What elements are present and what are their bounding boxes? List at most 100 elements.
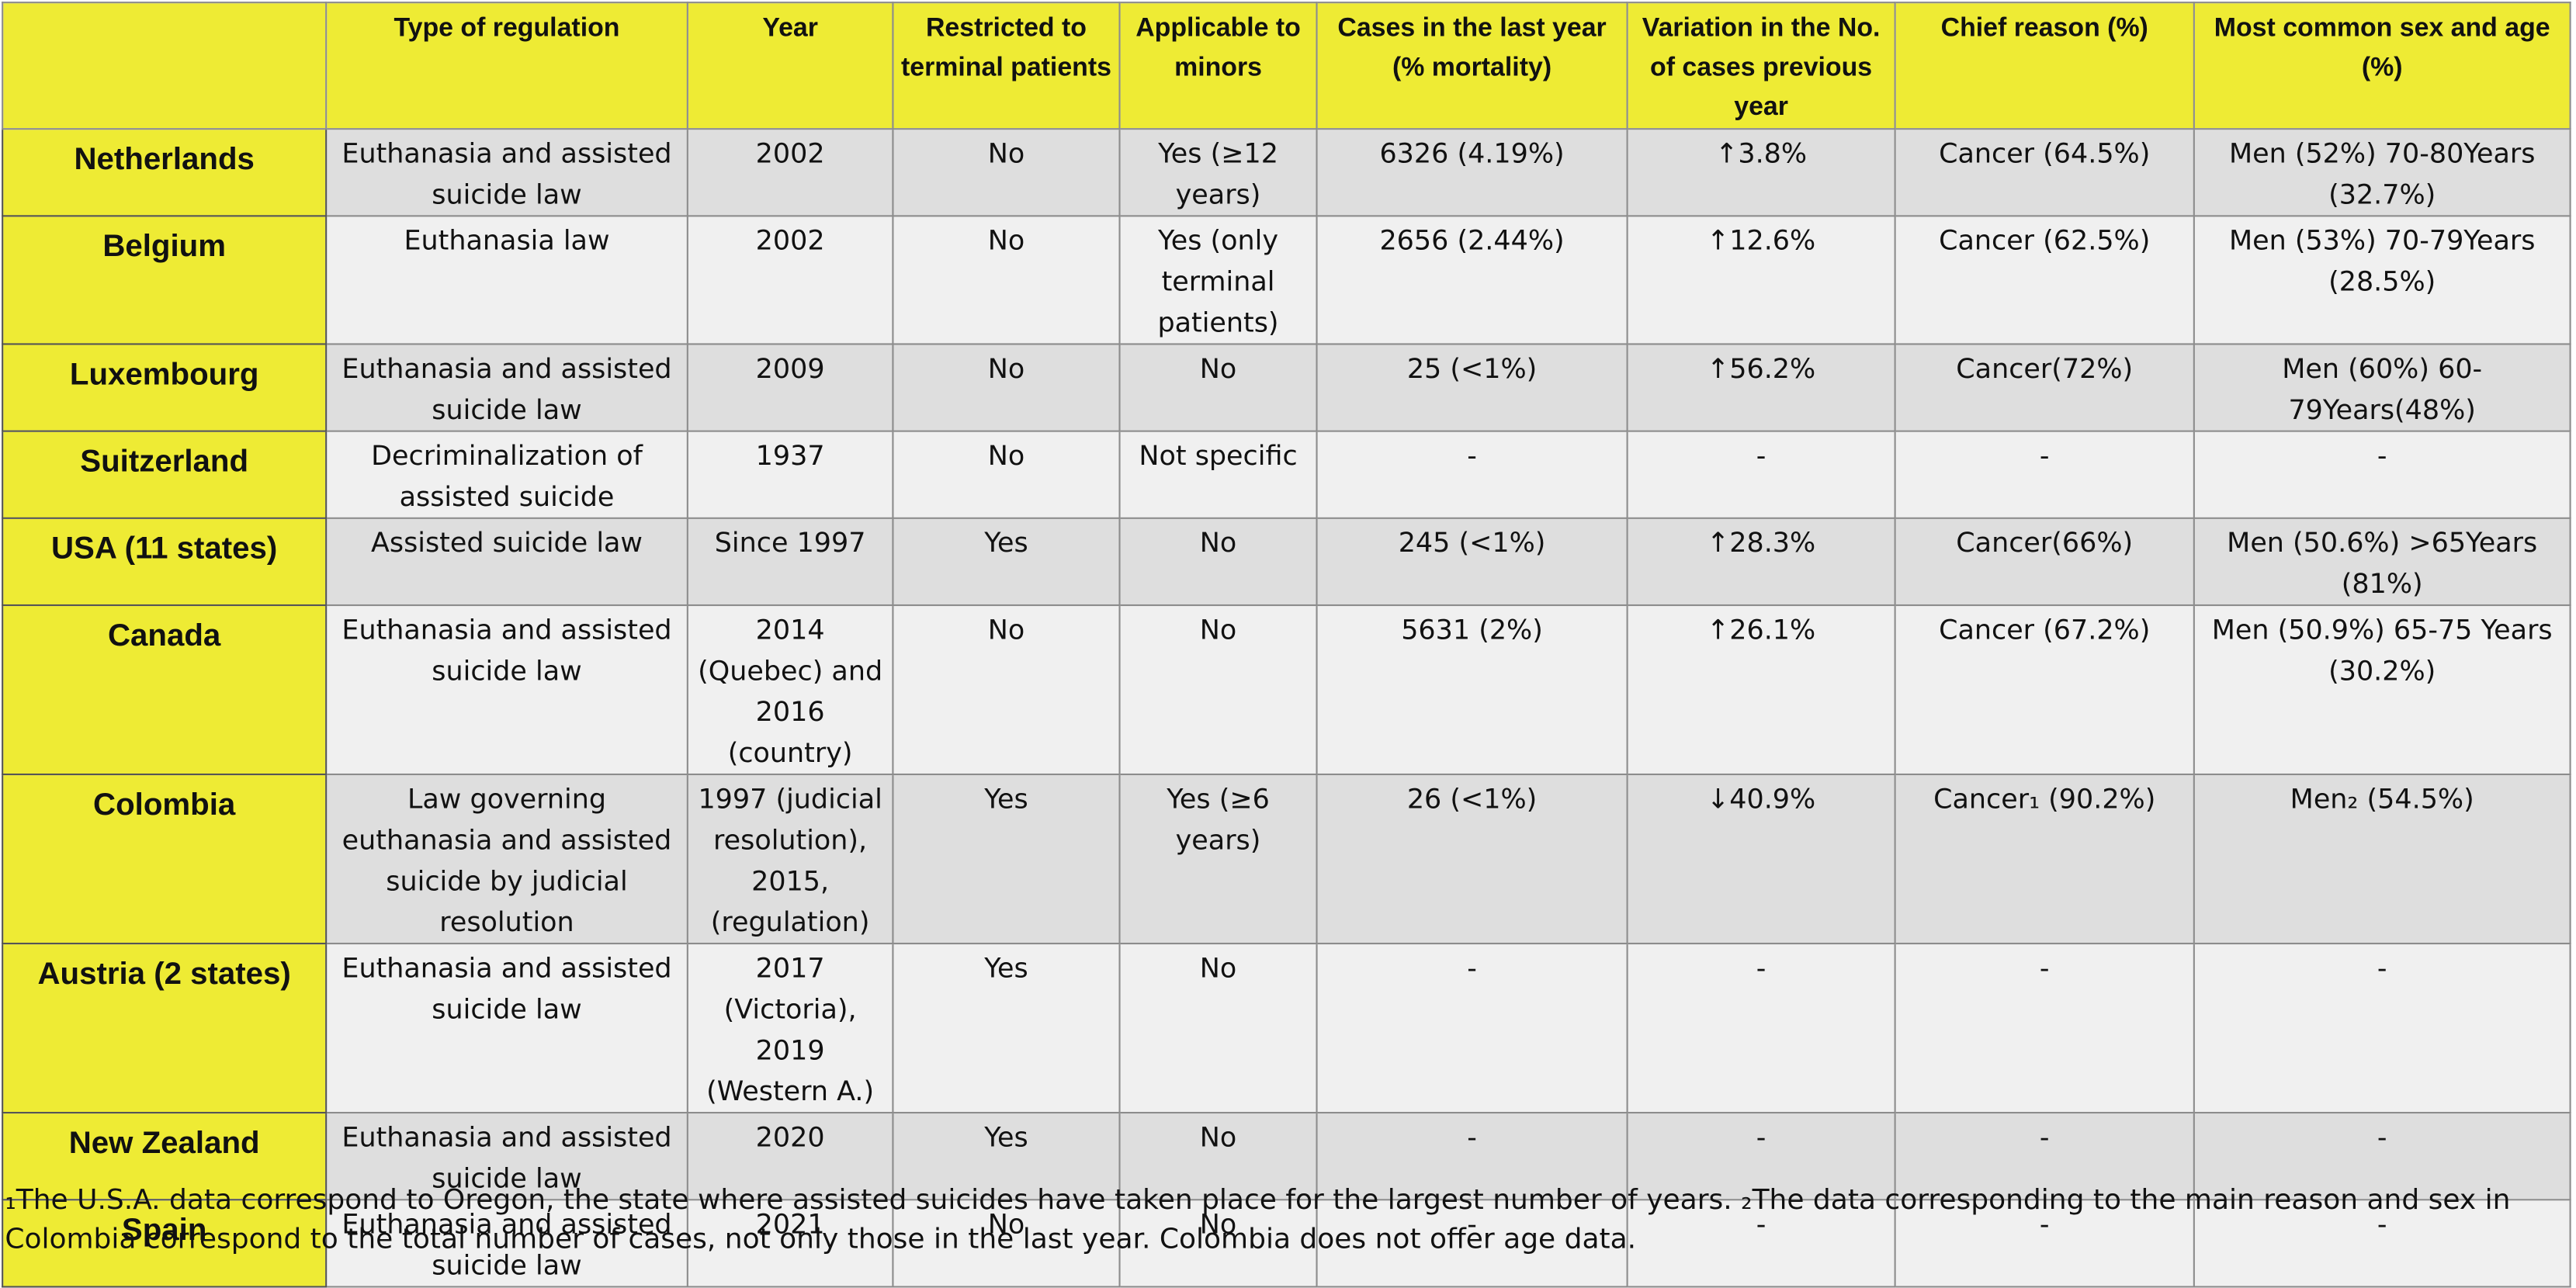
table-cell: -	[1626, 1112, 1896, 1201]
column-header: Most common sex and age (%)	[2193, 2, 2571, 130]
table-cell: Euthanasia and assisted suicide law	[325, 942, 688, 1114]
table-cell: Men (60%) 60-79Years(48%)	[2193, 343, 2571, 432]
table-cell: -	[1316, 942, 1628, 1114]
column-header: Applicable to minors	[1118, 2, 1318, 130]
table-cell: No	[1118, 1112, 1318, 1201]
table-row: New Zealand Euthanasia and assisted suici…	[2, 1112, 2571, 1201]
table-cell: 2009	[686, 343, 894, 432]
table-row: Suitzerland Decriminalization of assisted…	[2, 430, 2571, 519]
column-header: Chief reason (%)	[1894, 2, 2195, 130]
table-row: Austria (2 states) Euthanasia and assiste…	[2, 942, 2571, 1114]
table-cell: Yes (≥12 years)	[1118, 128, 1318, 217]
table-cell: No	[892, 215, 1121, 345]
table-cell: 2002	[686, 215, 894, 345]
table-cell: 6326 (4.19%)	[1316, 128, 1628, 217]
table-cell: No	[1118, 942, 1318, 1114]
country-cell: USA (11 states)	[2, 517, 328, 607]
table-row: Luxembourg Euthanasia and assisted suicid…	[2, 343, 2571, 432]
table-cell: Euthanasia and assisted suicide law	[325, 604, 688, 776]
table-cell: 25 (<1%)	[1316, 343, 1628, 432]
table-cell: -	[1894, 430, 2195, 519]
table-cell: -	[1894, 942, 2195, 1114]
table-cell: 2656 (2.44%)	[1316, 215, 1628, 345]
table-cell: No	[892, 343, 1121, 432]
table-cell: ↑12.6%	[1626, 215, 1896, 345]
footnote: ₂The data corresponding to the main reas…	[5, 1184, 2511, 1257]
country-cell: Netherlands	[2, 128, 328, 217]
table-cell: Men (53%) 70-79Years (28.5%)	[2193, 215, 2571, 345]
table-body: Netherlands Euthanasia and assisted suici…	[2, 128, 2571, 1288]
table-cell: No	[1118, 517, 1318, 607]
country-cell: Colombia	[2, 773, 328, 945]
country-cell: Suitzerland	[2, 430, 328, 519]
table-cell: 245 (<1%)	[1316, 517, 1628, 607]
table-cell: 2017 (Victoria), 2019 (Western A.)	[686, 942, 894, 1114]
table-cell: ↑56.2%	[1626, 343, 1896, 432]
table-cell: 1937	[686, 430, 894, 519]
table-cell: -	[1316, 430, 1628, 519]
table-cell: 2020	[686, 1112, 894, 1201]
table-cell: -	[2193, 430, 2571, 519]
table-cell: No	[892, 430, 1121, 519]
country-cell: Austria (2 states)	[2, 942, 328, 1114]
column-header: Restricted to terminal patients	[892, 2, 1121, 130]
table-row: Netherlands Euthanasia and assisted suici…	[2, 128, 2571, 217]
header-row: Type of regulation Year Restricted to term…	[2, 2, 2571, 130]
table-cell: No	[1118, 343, 1318, 432]
table-cell: Decriminalization of assisted suicide	[325, 430, 688, 519]
table-row: Colombia Law governing euthanasia and ass…	[2, 773, 2571, 945]
table-cell: Not specific	[1118, 430, 1318, 519]
column-header: Type of regulation	[325, 2, 688, 130]
table-cell: 5631 (2%)	[1316, 604, 1628, 776]
table-cell: Cancer (64.5%)	[1894, 128, 2195, 217]
table-cell: Yes (≥6 years)	[1118, 773, 1318, 945]
table-cell: Cancer(66%)	[1894, 517, 2195, 607]
table-cell: Men (52%) 70-80Years (32.7%)	[2193, 128, 2571, 217]
column-header: Year	[686, 2, 894, 130]
table-cell: 1997 (judicial resolution), 2015, (regul…	[686, 773, 894, 945]
table-row: USA (11 states) Assisted suicide law Since…	[2, 517, 2571, 607]
table-cell: Yes	[892, 942, 1121, 1114]
table-cell: Assisted suicide law	[325, 517, 688, 607]
column-header	[2, 2, 328, 130]
table-cell: Men₂ (54.5%)	[2193, 773, 2571, 945]
table-cell: ↓40.9%	[1626, 773, 1896, 945]
country-cell: Canada	[2, 604, 328, 776]
table-row: Belgium Euthanasia law 2002 No Yes (only ter…	[2, 215, 2571, 345]
country-cell: New Zealand	[2, 1112, 328, 1201]
table-cell: ↑26.1%	[1626, 604, 1896, 776]
table-cell: 26 (<1%)	[1316, 773, 1628, 945]
table-cell: 2014 (Quebec) and 2016 (country)	[686, 604, 894, 776]
table-cell: Law governing euthanasia and assisted su…	[325, 773, 688, 945]
table-cell: Yes	[892, 517, 1121, 607]
table-cell: No	[892, 128, 1121, 217]
footnote: ₁The U.S.A. data correspond to Oregon, t…	[5, 1184, 1732, 1217]
table-cell: No	[1118, 604, 1318, 776]
table-row: Canada Euthanasia and assisted suicide la…	[2, 604, 2571, 776]
country-cell: Belgium	[2, 215, 328, 345]
table-cell: No	[892, 604, 1121, 776]
table-cell: 2002	[686, 128, 894, 217]
table-cell: -	[1316, 1112, 1628, 1201]
country-cell: Luxembourg	[2, 343, 328, 432]
table-cell: Men (50.6%) >65Years (81%)	[2193, 517, 2571, 607]
table-cell: Men (50.9%) 65-75 Years (30.2%)	[2193, 604, 2571, 776]
table-cell: Yes	[892, 1112, 1121, 1201]
table-cell: Yes (only terminal patients)	[1118, 215, 1318, 345]
footnotes: ₁The U.S.A. data correspond to Oregon, t…	[5, 1181, 2567, 1260]
table-cell: Cancer₁ (90.2%)	[1894, 773, 2195, 945]
table-cell: -	[2193, 1112, 2571, 1201]
table-cell: Yes	[892, 773, 1121, 945]
table-cell: -	[1894, 1112, 2195, 1201]
table-cell: -	[1626, 430, 1896, 519]
column-header: Cases in the last year (% mortality)	[1316, 2, 1628, 130]
column-header: Variation in the No. of cases previous y…	[1626, 2, 1896, 130]
table-cell: Euthanasia law	[325, 215, 688, 345]
table-cell: Euthanasia and assisted suicide law	[325, 343, 688, 432]
table-cell: Cancer(72%)	[1894, 343, 2195, 432]
table-cell: Euthanasia and assisted suicide law	[325, 128, 688, 217]
table-cell: Cancer (62.5%)	[1894, 215, 2195, 345]
table-cell: Euthanasia and assisted suicide law	[325, 1112, 688, 1201]
